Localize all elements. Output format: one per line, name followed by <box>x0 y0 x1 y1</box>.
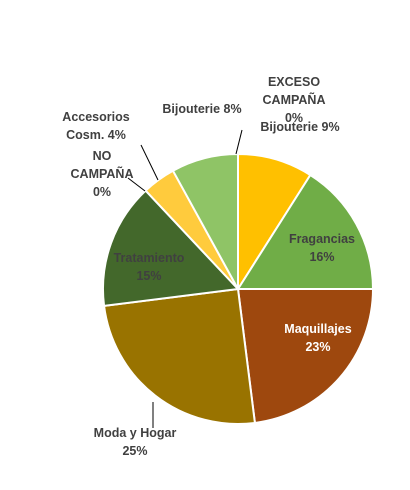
pie-slice-bijouterie-8 <box>171 152 239 290</box>
leader-line-exceso-campana <box>235 129 243 155</box>
labels-group: Bijouterie 9% Fragancias 16% Maquillajes 23%… <box>62 75 355 458</box>
leader-line-no-campana <box>127 177 146 192</box>
data-label-no-campana: NO CAMPAÑA 0% <box>71 149 134 199</box>
data-label-bijouterie-9: Bijouterie 9% <box>260 120 339 134</box>
slices-group <box>102 152 375 425</box>
leader-lines-group <box>127 129 243 428</box>
data-label-accesorios-cosm: Accesorios Cosm. 4% <box>62 110 129 142</box>
pie-slice-tratamiento <box>102 189 241 308</box>
data-label-bijouterie-8: Bijouterie 8% <box>162 102 241 116</box>
data-label-tratamiento: Tratamiento 15% <box>114 251 185 283</box>
data-label-fragancias: Fragancias 16% <box>289 232 355 264</box>
pie-slice-fragancias <box>236 173 375 290</box>
data-label-maquillajes: Maquillajes 23% <box>284 322 351 354</box>
pie-slice-maquillajes <box>236 288 375 425</box>
leader-line-accesorios-cosm <box>140 144 159 181</box>
data-label-moda-y-hogar: Moda y Hogar 25% <box>94 426 177 458</box>
pie-slice-moda-y-hogar <box>102 287 257 425</box>
data-label-exceso-campana: EXCESO CAMPAÑA 0% <box>263 75 326 125</box>
